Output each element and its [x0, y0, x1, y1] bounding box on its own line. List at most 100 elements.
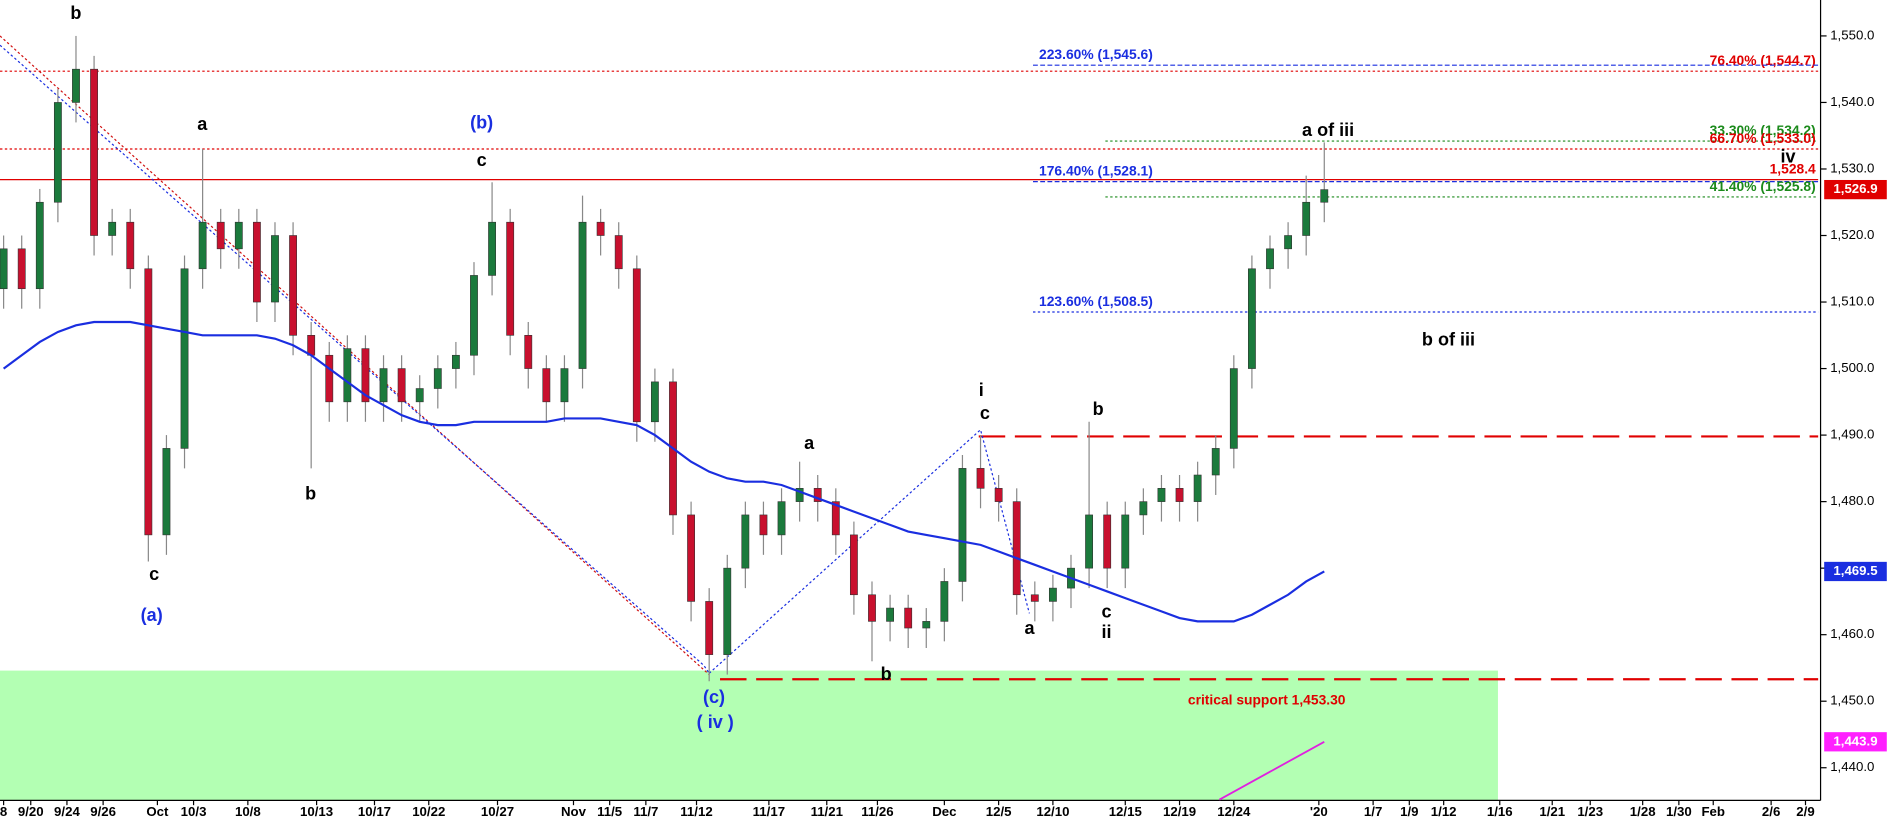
candle-body: [289, 235, 297, 336]
x-tick-label: 12/19: [1163, 804, 1196, 819]
x-tick-label: 10/3: [181, 804, 207, 819]
x-tick-label: 1/9: [1400, 804, 1418, 819]
candle-body: [1012, 501, 1021, 596]
candle-body: [1266, 248, 1274, 270]
wave-label: c: [477, 150, 487, 170]
x-tick-label: 2/9: [1796, 804, 1814, 819]
candle-body: [614, 235, 623, 270]
x-tick-label: 1/28: [1630, 804, 1656, 819]
price-tag: [1824, 561, 1887, 582]
x-tick-label: 10/8: [235, 804, 261, 819]
y-tick-label: 1,500.0: [1830, 360, 1874, 375]
wave-label: iv: [1781, 146, 1796, 166]
price-tag-label: 1,469.5: [1833, 563, 1877, 578]
candle-body: [687, 514, 695, 602]
y-tick-label: 1,540.0: [1830, 94, 1874, 109]
level-label: 76.40% (1,544.7): [1710, 52, 1816, 68]
x-tick-label: 12/5: [986, 804, 1012, 819]
x-tick-label: 10/13: [300, 804, 333, 819]
candle-body: [397, 368, 406, 403]
candle-body: [0, 248, 8, 290]
candle-body: [108, 221, 117, 236]
wave-label: b: [70, 3, 81, 23]
x-tick-label: 1/30: [1666, 804, 1692, 819]
candle-body: [180, 268, 189, 449]
x-tick-label: 12/24: [1217, 804, 1251, 819]
candle-body: [831, 501, 840, 536]
x-tick-label: 1/21: [1539, 804, 1565, 819]
candle-body: [307, 335, 316, 356]
candle-body: [198, 221, 207, 270]
candle-body: [759, 514, 768, 536]
candle-body: [1284, 235, 1293, 250]
x-tick-label: 11/5: [597, 804, 622, 819]
x-tick-label: 12/10: [1036, 804, 1069, 819]
level-label: 41.40% (1,525.8): [1710, 178, 1816, 194]
candle-body: [361, 348, 370, 403]
candle-body: [379, 368, 388, 403]
y-tick-label: 1,460.0: [1830, 626, 1874, 641]
x-tick-label: Nov: [561, 804, 587, 819]
wave-label: ii: [1102, 622, 1112, 642]
x-tick-label: 8: [0, 804, 7, 819]
level-label: 33.30% (1,534.2): [1710, 122, 1816, 138]
candle-body: [234, 221, 243, 250]
wave-label: c: [980, 403, 990, 423]
wave-label: (c): [703, 687, 725, 707]
wave-label: b: [1093, 399, 1104, 419]
candle-body: [1247, 268, 1256, 369]
candle-body: [1048, 587, 1057, 602]
wave-label: b: [305, 483, 316, 503]
wave-label: (a): [141, 605, 163, 625]
candle-body: [470, 275, 478, 356]
candle-body: [1103, 514, 1112, 569]
level-label: 223.60% (1,545.6): [1039, 46, 1153, 62]
x-tick-label: 10/27: [481, 804, 514, 819]
y-tick-label: 1,490.0: [1830, 427, 1874, 442]
y-tick-label: 1,550.0: [1830, 27, 1874, 42]
candle-body: [904, 607, 913, 629]
price-tag: [1824, 732, 1887, 752]
candle-body: [813, 488, 822, 502]
candle-body: [35, 201, 44, 290]
candle-body: [1139, 501, 1148, 516]
candle-body: [741, 514, 750, 569]
y-tick-label: 1,440.0: [1830, 759, 1874, 774]
candle-body: [1211, 448, 1220, 476]
x-tick-label: 10/22: [412, 804, 445, 819]
moving-average-2: [1218, 741, 1325, 801]
candle-body: [1085, 514, 1094, 569]
wave-label: c: [149, 564, 159, 584]
candle-body: [886, 607, 894, 622]
candle-body: [705, 601, 714, 655]
wave-label: b: [881, 664, 892, 684]
support-zone: [0, 670, 1498, 801]
candle-body: [777, 501, 786, 536]
candle-body: [415, 388, 424, 403]
wave-label: b of iii: [1422, 329, 1475, 349]
level-label: 123.60% (1,508.5): [1039, 293, 1153, 309]
x-tick-label: 1/7: [1364, 804, 1382, 819]
candle-body: [560, 368, 569, 403]
wave-label: (b): [470, 113, 493, 133]
candle-body: [72, 68, 80, 103]
x-tick-label: 11/21: [811, 804, 843, 819]
candle-body: [252, 221, 261, 303]
candle-body: [162, 448, 171, 536]
candle-body: [506, 221, 515, 336]
wave-label: ( iv ): [697, 712, 734, 732]
candle-body: [632, 268, 641, 423]
level-label: 176.40% (1,528.1): [1039, 163, 1153, 179]
candle-body: [958, 468, 967, 582]
candle-body: [488, 221, 496, 276]
wave-label: a: [804, 433, 815, 453]
price-tag-label: 1,526.9: [1833, 181, 1877, 196]
x-tick-label: 10/17: [358, 804, 391, 819]
moving-average: [2, 320, 1325, 623]
x-tick-label: 12/15: [1109, 804, 1142, 819]
candle-body: [325, 354, 334, 403]
candle-body: [90, 68, 98, 236]
candle-body: [1157, 488, 1166, 502]
candle-body: [1320, 189, 1329, 203]
x-tick-label: 11/12: [680, 804, 712, 819]
